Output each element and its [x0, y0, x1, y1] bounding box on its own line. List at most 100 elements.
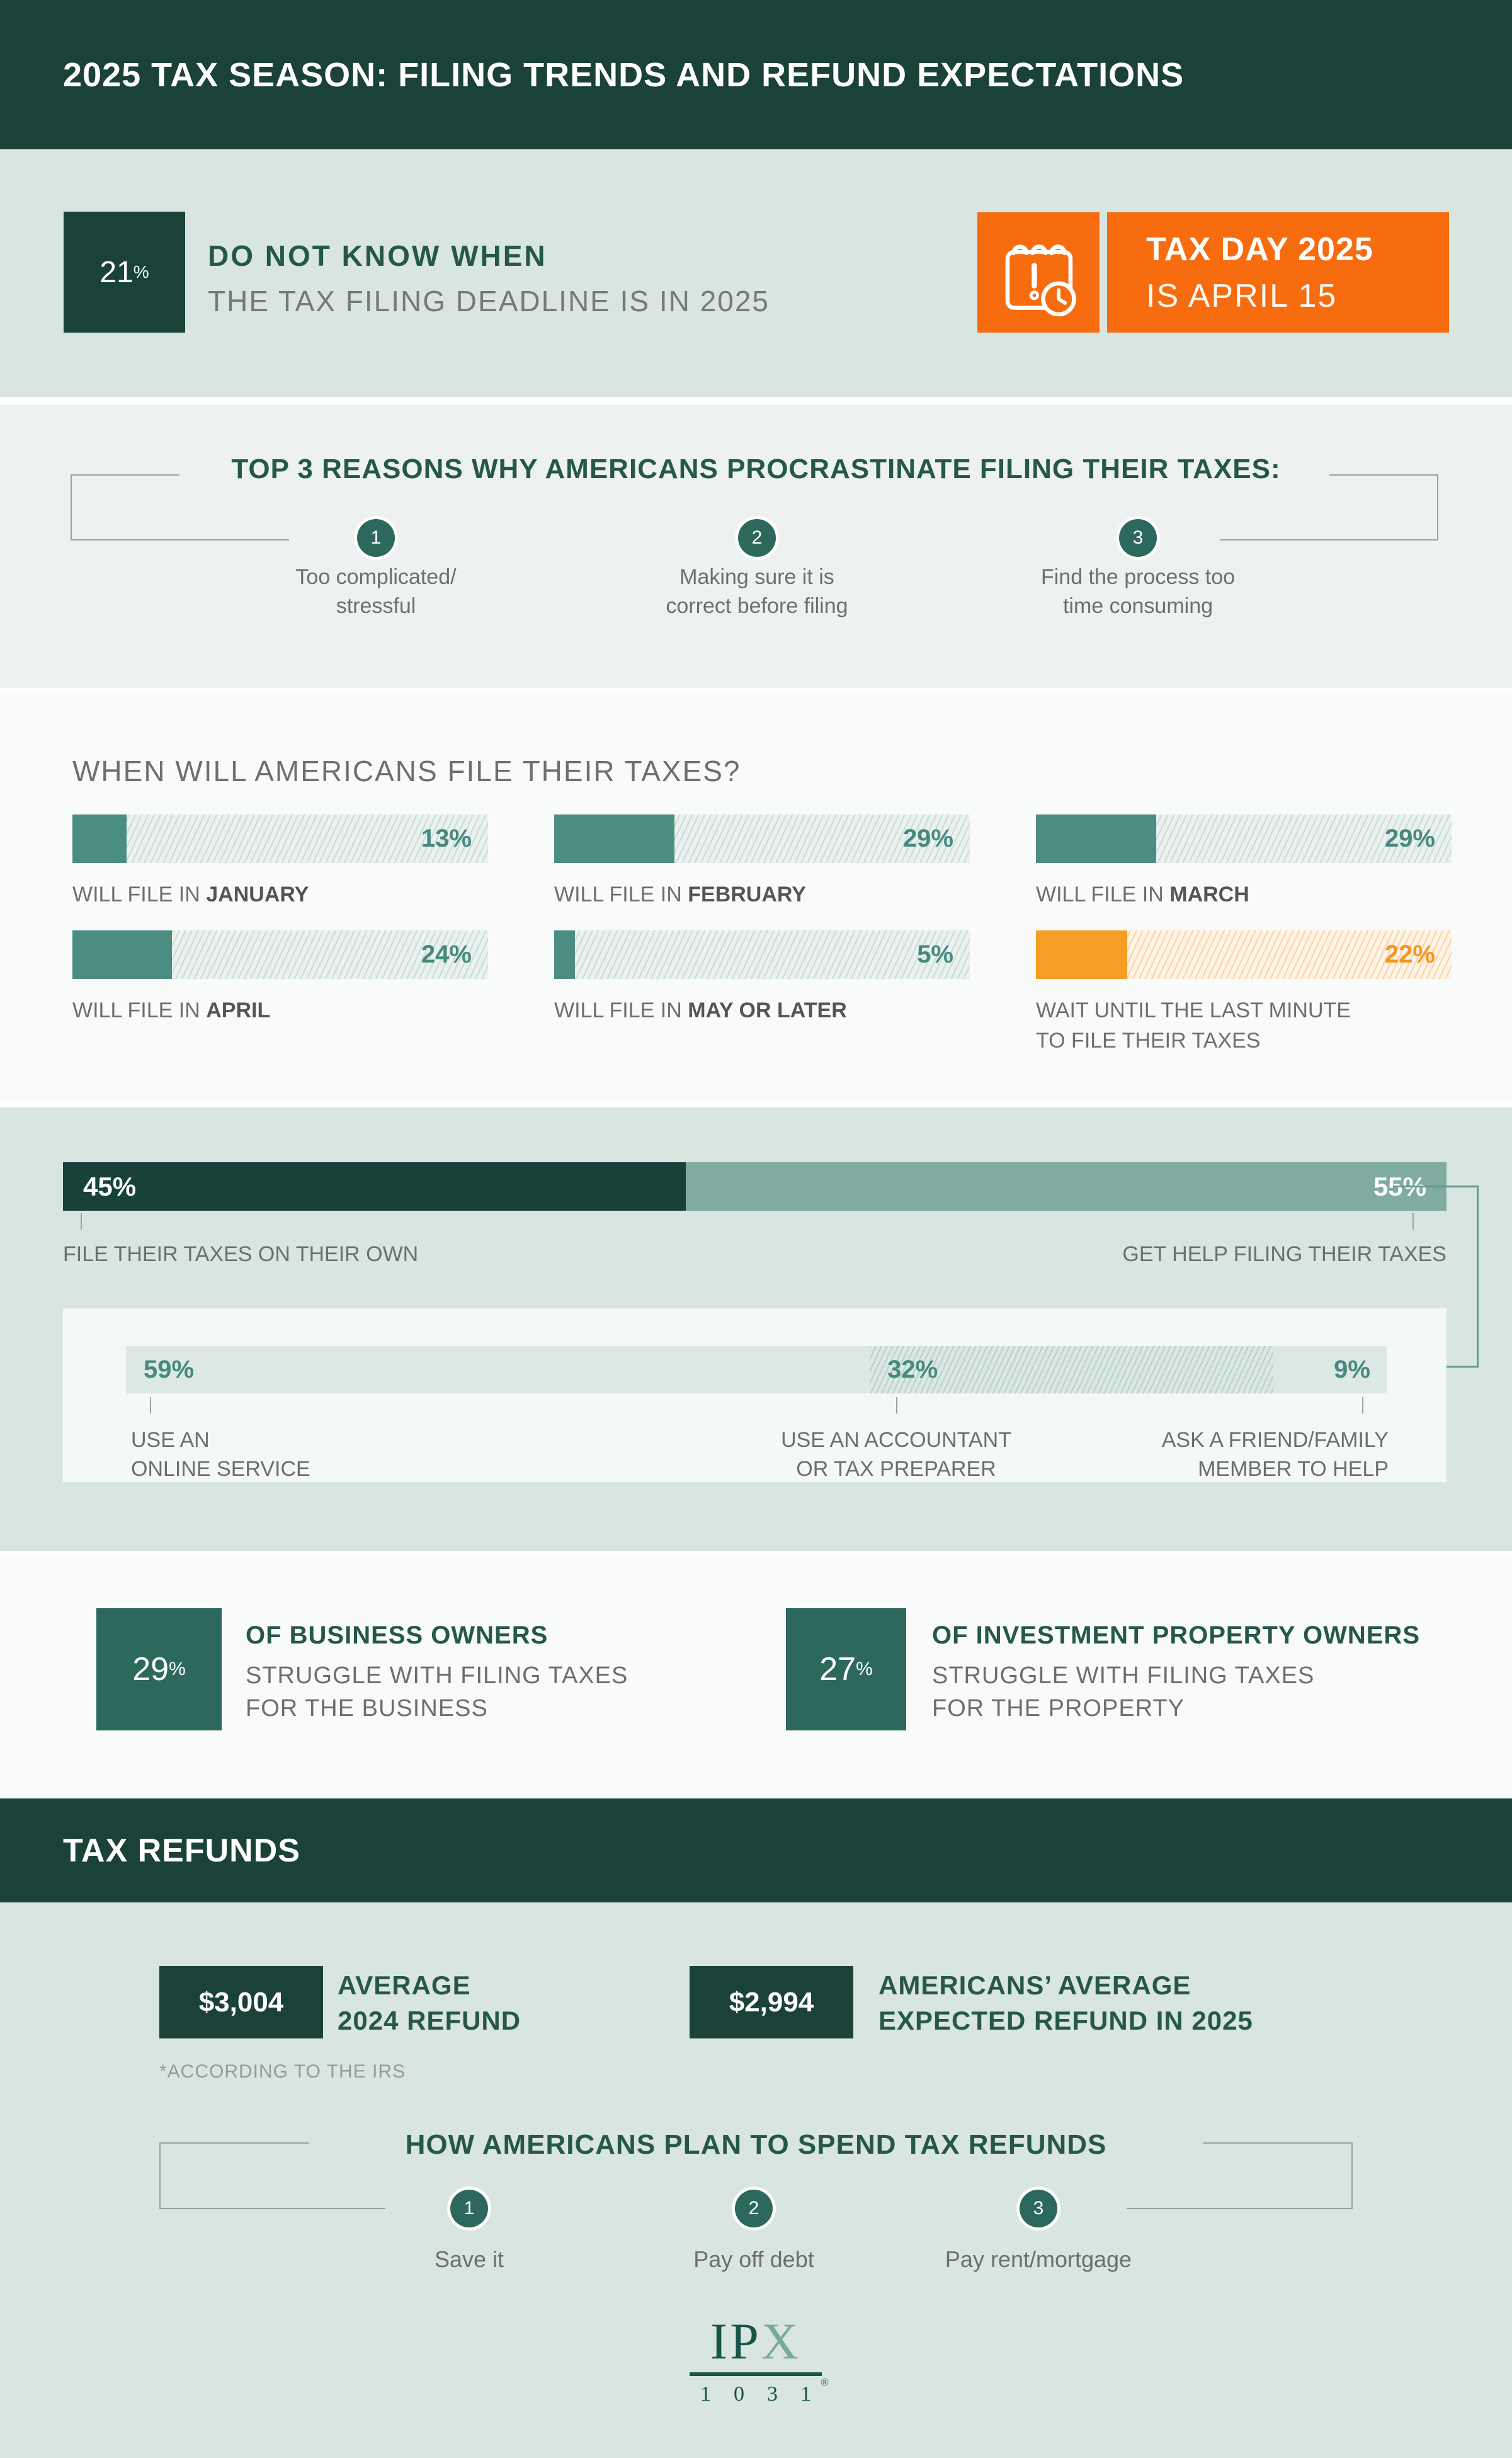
diy-percent: 45% — [83, 1172, 137, 1201]
diy-segment: 45% — [63, 1162, 686, 1211]
reason-1-label: Too complicated/ stressful — [231, 563, 521, 620]
stat-27-value: 27 — [819, 1651, 856, 1688]
tax-refunds-banner: TAX REFUNDS — [0, 1798, 1512, 1902]
friend-family-label: ASK A FRIEND/FAMILY MEMBER TO HELP — [1074, 1426, 1389, 1483]
bar-may-value: 5% — [917, 940, 953, 968]
diy-label: FILE THEIR TAXES ON THEIR OWN — [63, 1242, 419, 1266]
reason-3-line2: time consuming — [1062, 594, 1214, 618]
property-owners-line2: STRUGGLE WITH FILING TAXES — [932, 1662, 1315, 1689]
bracket-line — [159, 2142, 161, 2209]
bar-last-minute-value: 22% — [1384, 940, 1435, 968]
tick-mark — [1413, 1213, 1414, 1230]
plan-1-badge: 1 — [450, 2190, 488, 2227]
label-text: WILL FILE IN — [554, 998, 682, 1022]
owners-section: 29% OF BUSINESS OWNERS STRUGGLE WITH FIL… — [0, 1557, 1512, 1798]
expected-refund-label: AMERICANS’ AVERAGE EXPECTED REFUND IN 20… — [878, 1968, 1253, 2038]
bar-february: 29% WILL FILE IN FEBRUARY — [554, 815, 970, 910]
spend-plan-title: HOW AMERICANS PLAN TO SPEND TAX REFUNDS — [405, 2129, 1107, 2160]
business-owners-line2: STRUGGLE WITH FILING TAXES — [246, 1662, 628, 1689]
plan-1-number: 1 — [463, 2198, 475, 2219]
diy-vs-help-section: 45% 55% FILE THEIR TAXES ON THEIR OWN GE… — [0, 1107, 1512, 1551]
business-owners-line3: FOR THE BUSINESS — [246, 1695, 488, 1722]
bar-may-or-later: 5% WILL FILE IN MAY OR LATER — [554, 930, 970, 1026]
label-text: WAIT UNTIL THE LAST MINUTE — [1036, 998, 1351, 1022]
connector-line — [1424, 1366, 1479, 1368]
label-bold: APRIL — [206, 998, 271, 1022]
bar-april-track: 24% — [72, 930, 488, 979]
expected-refund-value: $2,994 — [729, 1986, 814, 2018]
online-service-percent: 59% — [144, 1356, 195, 1383]
procrastination-section: TOP 3 REASONS WHY AMERICANS PROCRASTINAT… — [0, 405, 1512, 688]
bar-february-value: 29% — [902, 825, 953, 852]
bar-last-minute-track: 22% — [1036, 930, 1452, 979]
deadline-text: DO NOT KNOW WHEN THE TAX FILING DEADLINE… — [208, 239, 770, 318]
property-owners-text: OF INVESTMENT PROPERTY OWNERS STRUGGLE W… — [932, 1620, 1420, 1725]
stat-21-percent-sign: % — [133, 262, 149, 282]
reason-3-badge: 3 — [1119, 519, 1157, 557]
logo-registered-mark: ® — [821, 2376, 829, 2388]
accountant-segment: 32% — [870, 1346, 1273, 1393]
reason-2-badge: 2 — [738, 519, 776, 557]
bar-april-fill — [72, 930, 173, 979]
bracket-line — [1220, 539, 1438, 540]
plan-2-number: 2 — [748, 2198, 759, 2219]
reason-2-number: 2 — [751, 527, 763, 548]
reason-1-number: 1 — [370, 527, 382, 548]
business-owners-text: OF BUSINESS OWNERS STRUGGLE WITH FILING … — [246, 1620, 628, 1725]
online-service-segment: 59% — [126, 1346, 870, 1393]
bar-february-track: 29% — [554, 815, 970, 863]
label-bold: JANUARY — [206, 883, 309, 906]
bracket-line — [1351, 2142, 1353, 2209]
ipx-1031-logo: IPX ® 1031 — [655, 2316, 856, 2406]
reason-3-number: 3 — [1132, 527, 1144, 548]
diy-help-bar: 45% 55% — [63, 1162, 1447, 1211]
bar-february-label: WILL FILE IN FEBRUARY — [554, 879, 970, 910]
irs-footnote: *ACCORDING TO THE IRS — [159, 2061, 406, 2082]
plan-2-badge: 2 — [735, 2190, 773, 2227]
plan-3-number: 3 — [1033, 2198, 1044, 2219]
bar-last-minute-fill — [1036, 930, 1128, 979]
tick-mark — [150, 1397, 151, 1414]
accountant-percent: 32% — [887, 1356, 938, 1383]
deadline-headline: DO NOT KNOW WHEN — [208, 239, 547, 272]
stat-29-percent-sign: % — [169, 1659, 186, 1679]
tax-day-date: IS APRIL 15 — [1146, 277, 1338, 314]
label-line1: USE AN ACCOUNTANT — [781, 1428, 1011, 1452]
bar-april-label: WILL FILE IN APRIL — [72, 995, 488, 1026]
filing-time-title: WHEN WILL AMERICANS FILE THEIR TAXES? — [72, 755, 741, 787]
tax-day-icon-box — [977, 212, 1100, 333]
property-owners-line3: FOR THE PROPERTY — [932, 1695, 1185, 1722]
reason-1-line2: stressful — [336, 594, 416, 618]
label-text: WILL FILE IN — [554, 883, 682, 906]
plan-3-badge: 3 — [1020, 2190, 1057, 2227]
avg-2024-refund-value-box: $3,004 — [159, 1966, 323, 2038]
accountant-label: USE AN ACCOUNTANT OR TAX PREPARER — [739, 1426, 1054, 1483]
friend-family-segment: 9% — [1273, 1346, 1387, 1393]
label-text: WILL FILE IN — [1036, 883, 1164, 906]
bar-january: 13% WILL FILE IN JANUARY — [72, 815, 488, 910]
bracket-line — [71, 539, 289, 540]
label-line2: OR TAX PREPARER — [796, 1457, 996, 1481]
label-bold: MARCH — [1169, 883, 1249, 906]
filing-time-section: WHEN WILL AMERICANS FILE THEIR TAXES? 13… — [0, 695, 1512, 1101]
friend-family-percent: 9% — [1334, 1356, 1370, 1383]
tax-refunds-title: TAX REFUNDS — [63, 1832, 300, 1869]
bar-last-minute-label: WAIT UNTIL THE LAST MINUTE TO FILE THEIR… — [1036, 995, 1452, 1056]
bar-january-value: 13% — [421, 825, 472, 852]
label-bold: MAY OR LATER — [688, 998, 847, 1022]
logo-x: X — [761, 2312, 802, 2370]
tax-day-title: TAX DAY 2025 — [1146, 231, 1373, 268]
deadline-section: 21% DO NOT KNOW WHEN THE TAX FILING DEAD… — [0, 149, 1512, 397]
plan-3-label: Pay rent/mortgage — [945, 2246, 1132, 2272]
avg-2024-refund-label: AVERAGE 2024 REFUND — [338, 1968, 521, 2038]
bracket-line — [1203, 2142, 1353, 2144]
bar-april: 24% WILL FILE IN APRIL — [72, 930, 488, 1026]
plan-2-label: Pay off debt — [693, 2246, 814, 2272]
bar-january-fill — [72, 815, 127, 863]
help-label: GET HELP FILING THEIR TAXES — [1122, 1242, 1447, 1266]
bracket-line — [1127, 2208, 1353, 2209]
label-line2: ONLINE SERVICE — [131, 1457, 310, 1481]
label-line2: 2024 REFUND — [338, 2006, 521, 2035]
label-text: WILL FILE IN — [72, 883, 200, 906]
reason-2-line2: correct before filing — [666, 594, 848, 618]
